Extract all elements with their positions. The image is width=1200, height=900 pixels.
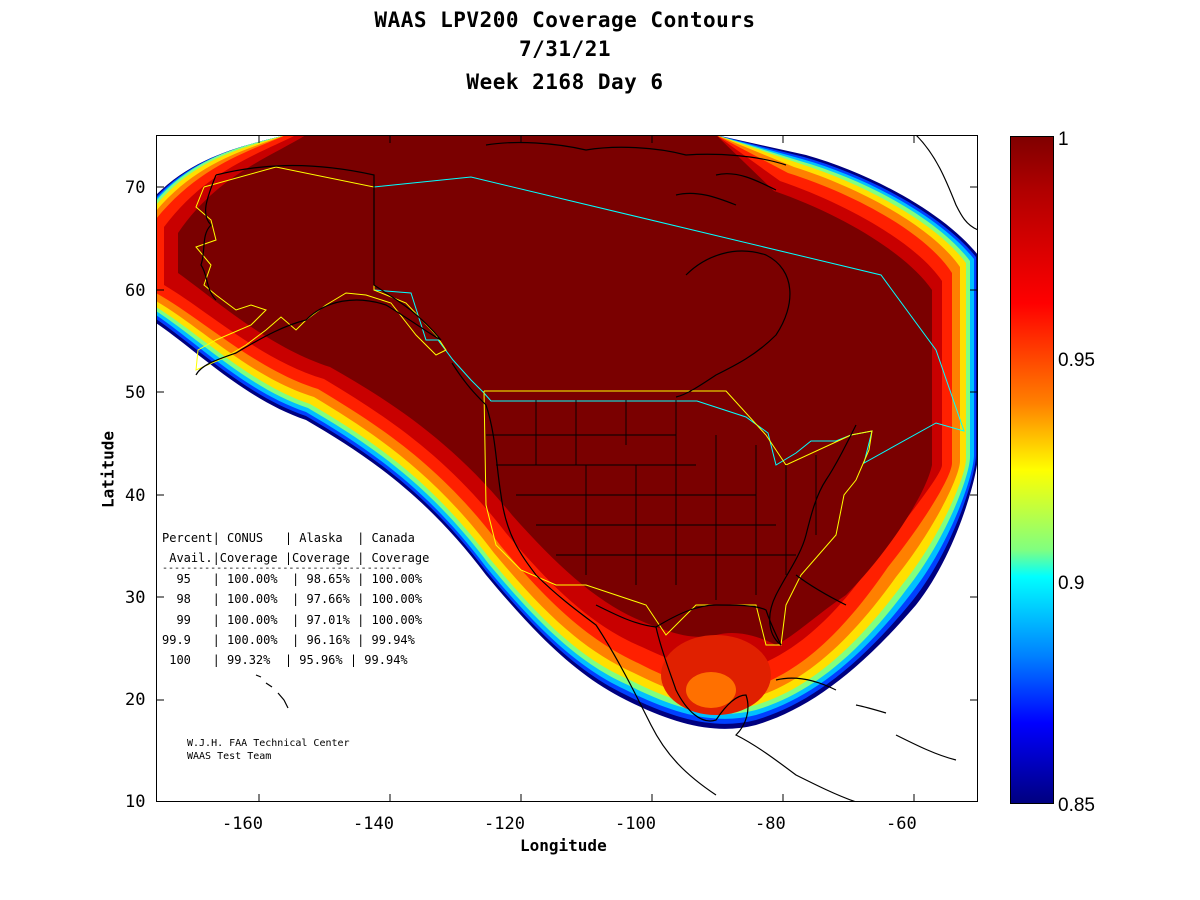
ytick-10: 10 xyxy=(125,792,146,812)
x-axis-label: Longitude xyxy=(520,836,607,855)
coverage-map-svg xyxy=(156,135,978,802)
conus-boundary xyxy=(483,390,873,646)
coverage-map: Percent| CONUS | Alaska | Canada Avail.|… xyxy=(156,135,978,802)
west-coast xyxy=(451,362,717,796)
mexico-coast xyxy=(655,626,857,802)
cuba xyxy=(775,677,837,691)
colorbar-tick-0.95: 0.95 xyxy=(1058,350,1095,371)
stats-header-1: Percent| CONUS | Alaska | Canada xyxy=(162,531,415,545)
xtick-100: -100 xyxy=(615,814,656,834)
stats-row-99.9: 99.9 | 100.00% | 96.16% | 99.94% xyxy=(162,633,415,647)
xtick-60: -60 xyxy=(886,814,917,834)
coverage-contours xyxy=(156,135,978,729)
chart-date: 7/31/21 xyxy=(518,37,611,61)
stats-row-95: 95 | 100.00% | 98.65% | 100.00% xyxy=(162,572,423,586)
colorbar-tick-0.85: 0.85 xyxy=(1058,795,1095,816)
colorbar-tick-1: 1 xyxy=(1058,129,1069,150)
chart-week: Week 2168 Day 6 xyxy=(466,70,664,94)
east-coast xyxy=(769,424,857,646)
ytick-30: 30 xyxy=(125,588,146,608)
alaska-coast xyxy=(195,164,442,376)
caribbean xyxy=(855,704,957,761)
xtick-120: -120 xyxy=(484,814,525,834)
plot-frame xyxy=(156,135,978,802)
xtick-160: -160 xyxy=(222,814,263,834)
hawaii xyxy=(255,674,289,709)
colorbar xyxy=(1010,136,1054,804)
xtick-140: -140 xyxy=(353,814,394,834)
coastlines xyxy=(195,135,978,802)
stats-row-98: 98 | 100.00% | 97.66% | 100.00% xyxy=(162,592,423,606)
canada-arctic xyxy=(485,141,791,398)
greenland xyxy=(915,135,978,231)
stats-row-100: 100 | 99.32% | 95.96% | 99.94% xyxy=(162,653,408,667)
plot-ticks xyxy=(156,135,978,802)
ytick-20: 20 xyxy=(125,690,146,710)
chart-title: WAAS LPV200 Coverage Contours xyxy=(374,8,756,32)
state-lines xyxy=(486,400,817,600)
credit-line-2: WAAS Test Team xyxy=(187,751,272,762)
y-axis-label: Latitude xyxy=(98,430,118,509)
xtick-80: -80 xyxy=(755,814,786,834)
stats-row-99: 99 | 100.00% | 97.01% | 100.00% xyxy=(162,613,423,627)
ytick-50: 50 xyxy=(125,383,146,403)
contour-1.00 xyxy=(178,135,932,645)
stats-rule: ---------------------------------------- xyxy=(162,563,403,574)
canada-boundary xyxy=(373,176,965,466)
ytick-40: 40 xyxy=(125,486,146,506)
gulf-patch-core xyxy=(686,672,736,708)
credit-line-1: W.J.H. FAA Technical Center xyxy=(187,738,350,749)
gulf-coast xyxy=(595,604,782,646)
colorbar-tick-0.9: 0.9 xyxy=(1058,573,1085,594)
alaska-boundary xyxy=(195,166,447,371)
ytick-60: 60 xyxy=(125,281,146,301)
stats-header-2: Avail.|Coverage |Coverage | Coverage xyxy=(162,551,430,565)
ytick-70: 70 xyxy=(125,178,146,198)
